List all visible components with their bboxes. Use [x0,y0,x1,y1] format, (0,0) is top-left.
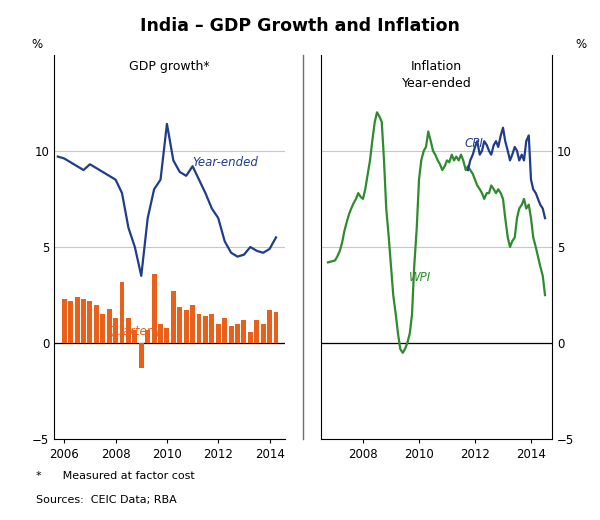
Bar [88,301,92,343]
Text: GDP growth*: GDP growth* [129,60,210,73]
Bar [274,313,278,343]
Bar [81,299,86,343]
Bar [68,301,73,343]
Bar [216,324,221,343]
Bar [171,291,176,343]
Bar [107,308,112,343]
Text: CPI: CPI [464,137,483,150]
Text: %: % [575,38,586,51]
Bar [126,318,131,343]
Bar [133,330,137,343]
Text: Inflation
Year-ended: Inflation Year-ended [401,60,472,90]
Bar [119,282,124,343]
Bar [241,320,247,343]
Bar [184,310,188,343]
Text: Sources:  CEIC Data; RBA: Sources: CEIC Data; RBA [36,495,177,505]
Bar [113,318,118,343]
Text: %: % [31,38,42,51]
Bar [158,324,163,343]
Text: Year-ended: Year-ended [193,156,259,169]
Bar [197,314,202,343]
Text: WPI: WPI [409,271,431,284]
Bar [152,274,157,343]
Bar [209,314,214,343]
Bar [229,326,233,343]
Bar [74,297,80,343]
Bar [267,310,272,343]
Bar [203,316,208,343]
Bar [190,305,195,343]
Bar [235,324,240,343]
Bar [164,328,169,343]
Bar [94,305,99,343]
Bar [145,330,150,343]
Bar [100,314,105,343]
Bar [222,318,227,343]
Text: *      Measured at factor cost: * Measured at factor cost [36,471,195,480]
Text: Quarterly: Quarterly [107,325,163,338]
Text: India – GDP Growth and Inflation: India – GDP Growth and Inflation [140,17,460,35]
Bar [178,307,182,343]
Bar [139,343,144,368]
Bar [248,332,253,343]
Bar [254,320,259,343]
Bar [261,324,266,343]
Bar [62,299,67,343]
